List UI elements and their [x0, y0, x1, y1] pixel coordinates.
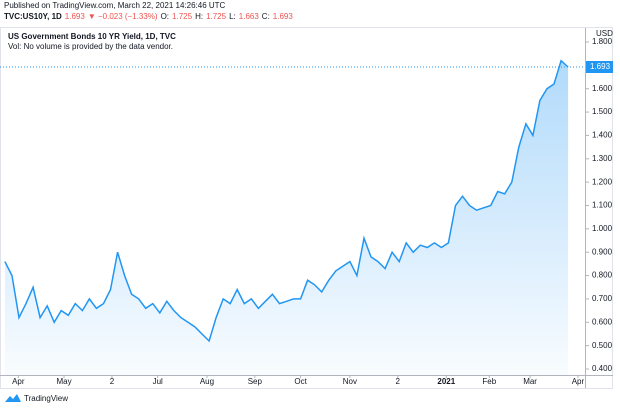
y-tick-label: 1.100: [592, 201, 613, 210]
x-tick-label: Apr: [12, 377, 25, 386]
frame: [0, 27, 613, 389]
currency: USD: [596, 29, 613, 38]
x-tick-label: May: [56, 377, 71, 386]
area: [4, 60, 569, 375]
x-tick-label: Nov: [343, 377, 357, 386]
high: 1.725: [206, 12, 227, 21]
y-tick-label: 0.700: [592, 294, 613, 303]
x-tick-label: 2: [110, 377, 115, 386]
x-tick-label: Sep: [248, 377, 263, 386]
x-tick-label: Aug: [200, 377, 214, 386]
x-tick-label: Feb: [482, 377, 496, 386]
l-label: L:: [229, 12, 236, 21]
y-tick-label: 1.300: [592, 154, 613, 163]
x-tick-label: Mar: [523, 377, 537, 386]
line: [4, 59, 569, 343]
low: 1.663: [238, 12, 259, 21]
x-tick-label: Jul: [153, 377, 163, 386]
x-tick-label: Apr: [572, 377, 585, 386]
y-tick-label: 1.500: [592, 107, 613, 116]
chart-title: US Government Bonds 10 YR Yield, 1D, TVC: [8, 32, 176, 41]
x-tick-label: Oct: [294, 377, 307, 386]
y-tick-label: 0.600: [592, 317, 613, 326]
change: ▼ −0.023 (−1.33%): [87, 12, 158, 21]
last: 1.693: [64, 12, 85, 21]
x-tick-label: 2: [396, 377, 401, 386]
brand-logo: [5, 394, 21, 402]
y-tick-label: 0.400: [592, 364, 613, 373]
y-tick-label: 1.400: [592, 131, 613, 140]
o-label: O:: [160, 12, 170, 21]
open: 1.725: [172, 12, 193, 21]
y-tick-label: 0.800: [592, 271, 613, 280]
price-label: 1.693: [590, 62, 611, 71]
published: Published on TradingView.com, March 22, …: [4, 1, 226, 10]
y-tick-label: 1.000: [592, 224, 613, 233]
brand: TradingView: [24, 394, 68, 403]
y-tick-label: 0.900: [592, 247, 613, 256]
header: Published on TradingView.com, March 22, …: [4, 0, 293, 22]
y-tick-label: 1.600: [592, 84, 613, 93]
y-tick-label: 1.800: [592, 37, 613, 46]
y-tick-label: 0.500: [592, 341, 613, 350]
y-tick-label: 1.200: [592, 177, 613, 186]
close: 1.693: [272, 12, 293, 21]
symbol: TVC:US10Y, 1D: [4, 12, 62, 21]
subtitle: Vol: No volume is provided by the data v…: [8, 42, 173, 51]
c-label: C:: [261, 12, 270, 21]
h-label: H:: [195, 12, 204, 21]
x-tick-label: 2021: [437, 377, 455, 386]
price-label-bg: [586, 60, 613, 73]
